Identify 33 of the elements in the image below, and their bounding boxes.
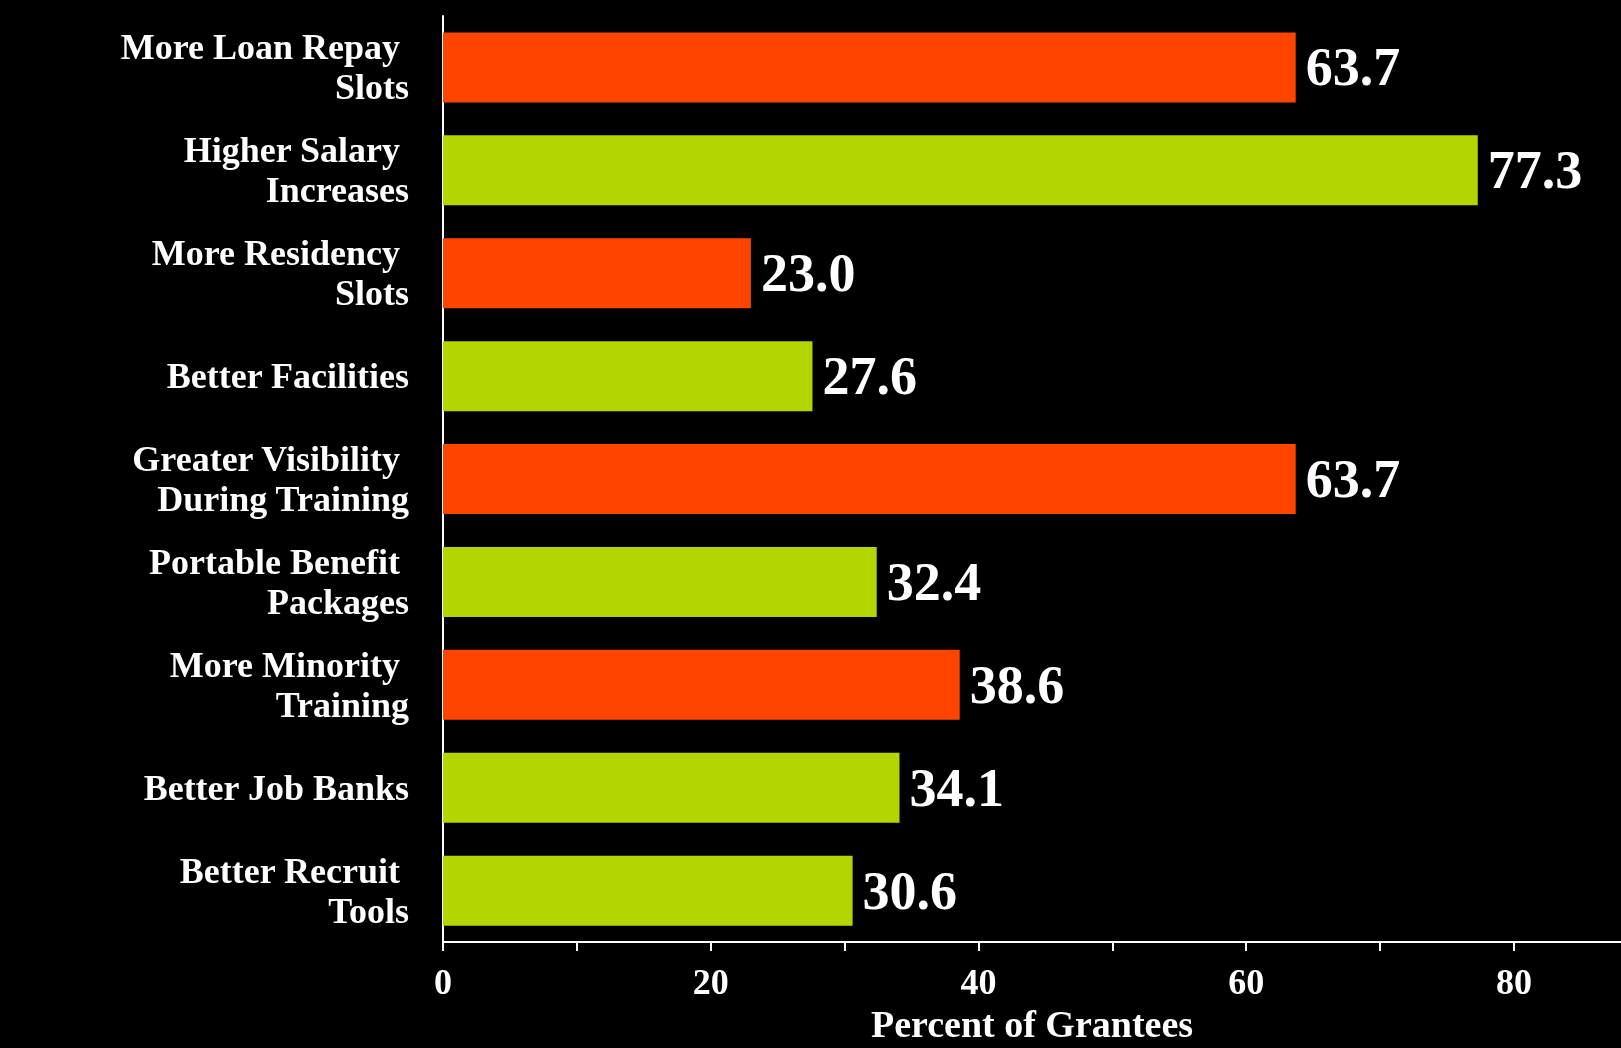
y-tick-label: Portable Benefit Packages (149, 541, 409, 622)
y-tick-label: Higher Salary Increases (183, 130, 409, 211)
x-axis-title: Percent of Grantees (870, 1003, 1194, 1045)
data-label: 27.6 (822, 346, 917, 407)
data-label: 32.4 (886, 551, 982, 612)
bar (443, 135, 1478, 206)
x-tick-label: 40 (960, 962, 997, 1003)
data-label: 30.6 (862, 860, 958, 921)
bar (443, 752, 900, 823)
x-tick-label: 0 (434, 962, 452, 1003)
x-tick-label: 80 (1495, 962, 1532, 1003)
bar (443, 546, 877, 617)
x-tick-label: 20 (692, 962, 729, 1003)
y-tick-label: More Minority Training (169, 644, 409, 725)
bar (443, 341, 813, 412)
y-tick-label: Better Recruit Tools (179, 850, 409, 931)
bar (443, 444, 1296, 515)
bar (443, 855, 853, 926)
y-tick-label: Greater Visibility During Training (132, 439, 409, 520)
data-label: 77.3 (1487, 140, 1583, 201)
data-label: 38.6 (969, 654, 1065, 715)
y-tick-label: More Loan Repay Slots (120, 27, 409, 108)
y-tick-label: Better Facilities (166, 356, 409, 397)
bar (443, 32, 1296, 103)
data-label: 63.7 (1305, 449, 1401, 510)
data-label: 34.1 (909, 757, 1004, 818)
data-label: 63.7 (1305, 37, 1401, 98)
y-tick-label: Better Job Banks (143, 767, 409, 808)
data-label: 23.0 (760, 243, 856, 304)
y-tick-label: More Residency Slots (151, 233, 409, 314)
x-tick-label: 60 (1228, 962, 1265, 1003)
bar (443, 238, 751, 309)
bar (443, 649, 960, 720)
